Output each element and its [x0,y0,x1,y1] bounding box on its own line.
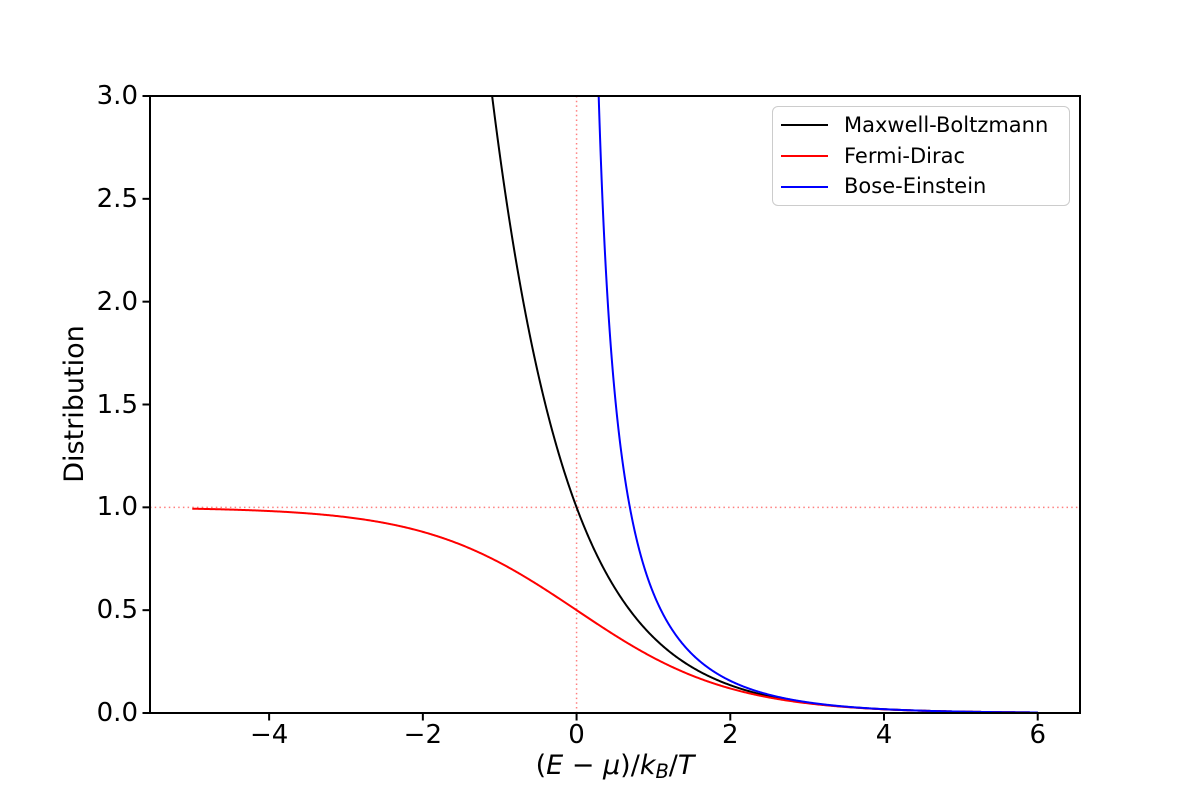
y-tick-label: 2.5 [96,183,138,214]
x-axis-label-part: ( [535,750,547,781]
x-axis-label-part: μ [602,750,621,781]
x-tick-label: −4 [249,720,289,750]
legend-entry-maxwell-boltzmann: Maxwell-Boltzmann [781,110,1059,141]
x-axis-label-part: / [668,750,678,781]
x-axis-label-part: − [563,750,603,781]
y-axis-label: Distribution [58,325,90,483]
x-axis-label-part: E [546,750,564,781]
y-tick-label: 2.0 [96,286,138,317]
x-tick-label: 6 [1029,720,1046,750]
plot-spines [149,95,1081,714]
legend-entry-bose-einstein: Bose-Einstein [781,171,1059,202]
y-tick-label: 0.5 [96,595,138,626]
curve-fermi-dirac [192,507,1038,713]
x-tick-label: 2 [722,720,739,750]
x-axis-label-part: B [655,760,669,784]
curve-bose-einstein [597,96,1039,713]
legend-entry-fermi-dirac: Fermi-Dirac [781,141,1059,172]
y-tick-label: 3.0 [96,81,138,111]
y-tick-label: 1.0 [96,492,138,523]
x-axis-label-part: )/ [620,750,640,781]
legend-line-sample [781,155,828,157]
axis-ticks [142,95,1039,721]
legend-label: Fermi-Dirac [844,143,966,168]
x-tick-label: 4 [875,720,893,750]
x-tick-label: 0 [568,720,585,750]
y-tick-label: 0.0 [96,698,138,728]
legend-label: Bose-Einstein [844,174,987,199]
legend: Maxwell-Boltzmann Fermi-Dirac Bose-Einstei… [772,106,1070,206]
series-curves [192,96,1039,713]
x-tick-label: −2 [403,720,443,750]
legend-label: Maxwell-Boltzmann [844,112,1049,137]
x-axis-label: (E − μ)/kB/T [150,750,1080,784]
legend-line-sample [781,124,828,127]
x-axis-label-part: T [677,750,695,781]
x-axis-label-part: k [639,750,656,781]
legend-line-sample [781,185,828,188]
y-tick-label: 1.5 [96,389,138,420]
